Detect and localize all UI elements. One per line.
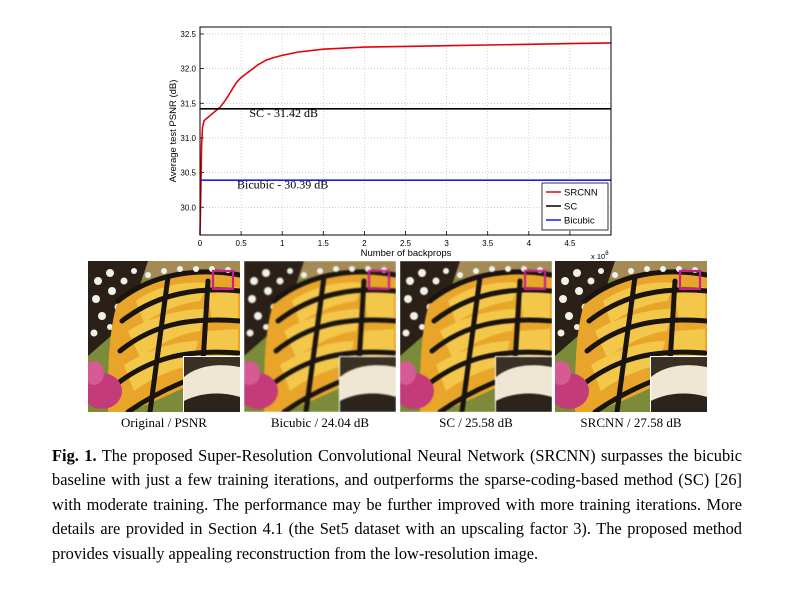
chart-annotation: Bicubic - 30.39 dB — [237, 178, 328, 192]
chart-plot-frame — [199, 26, 612, 236]
panel-caption-bicubic: Bicubic / 24.04 dB — [270, 415, 370, 430]
chart-annotations: SC - 31.42 dB Bicubic - 30.39 dB — [237, 106, 328, 191]
zoom-inset — [183, 356, 240, 412]
butterfly-image-sc — [400, 261, 552, 412]
x-tick-label: 2.5 — [400, 239, 412, 248]
butterfly-image-bicubic — [244, 261, 396, 412]
chart-annotation: SC - 31.42 dB — [249, 106, 318, 120]
chart-xlabel: Number of backprops — [361, 248, 452, 259]
y-tick-label: 30.0 — [180, 203, 196, 212]
figure-caption-text: The proposed Super-Resolution Convolutio… — [52, 446, 742, 563]
zoom-inset — [650, 356, 707, 412]
x-tick-label: 1 — [280, 239, 285, 248]
image-panel-bicubic — [244, 261, 396, 412]
chart-ylabel: Average test PSNR (dB) — [168, 80, 179, 183]
panel-caption-srcnn: SRCNN / 27.58 dB — [580, 415, 682, 430]
series-line-srcnn — [199, 42, 612, 236]
panel-caption-sc: SC / 25.58 dB — [439, 415, 513, 430]
y-tick-label: 31.0 — [180, 134, 196, 143]
legend-label-srcnn: SRCNN — [564, 188, 598, 199]
zoom-region-box — [211, 269, 235, 291]
y-tick-label: 30.5 — [180, 169, 196, 178]
butterfly-image-original — [88, 261, 240, 412]
zoom-region-box — [678, 269, 702, 291]
zoom-region-box — [367, 269, 391, 291]
zoom-inset — [339, 356, 396, 412]
chart-x-multiplier: x 108 — [591, 251, 609, 261]
panel-caption-original: Original / PSNR — [121, 415, 207, 430]
chart-x-multiplier-exponent: 8 — [605, 251, 609, 257]
legend-label-sc: SC — [564, 202, 577, 213]
x-tick-label: 4 — [527, 239, 532, 248]
y-tick-label: 32.5 — [180, 30, 196, 39]
x-tick-label: 2 — [362, 239, 367, 248]
legend-label-bicubic: Bicubic — [564, 216, 595, 227]
x-tick-label: 4.5 — [564, 239, 576, 248]
chart-legend: SRCNN SC Bicubic — [541, 182, 609, 231]
chart-series — [199, 42, 612, 236]
x-tick-label: 0 — [198, 239, 203, 248]
chart-x-multiplier-base: x 10 — [591, 252, 605, 261]
zoom-region-box — [523, 269, 547, 291]
x-tick-label: 3 — [444, 239, 449, 248]
butterfly-image-srcnn — [555, 261, 707, 412]
chart-ticks: 0 0.5 1 1.5 2 2.5 3 3.5 4 4.5 30.0 30.5 31.0 31.5 32.0… — [180, 30, 576, 248]
x-tick-label: 0.5 — [236, 239, 248, 248]
y-tick-label: 31.5 — [180, 99, 196, 108]
psnr-chart: 0 0.5 1 1.5 2 2.5 3 3.5 4 4.5 30.0 30.5 31.0 31.5 32.0… — [168, 26, 612, 261]
y-tick-label: 32.0 — [180, 65, 196, 74]
figure-caption: Fig. 1. The proposed Super-Resolution Co… — [52, 444, 742, 566]
zoom-inset — [495, 356, 552, 412]
x-tick-label: 3.5 — [482, 239, 494, 248]
image-panel-srcnn — [555, 261, 707, 412]
image-panel-original — [88, 261, 240, 412]
image-panel-sc — [400, 261, 552, 412]
figure-caption-label: Fig. 1. — [52, 446, 97, 465]
x-tick-label: 1.5 — [318, 239, 330, 248]
